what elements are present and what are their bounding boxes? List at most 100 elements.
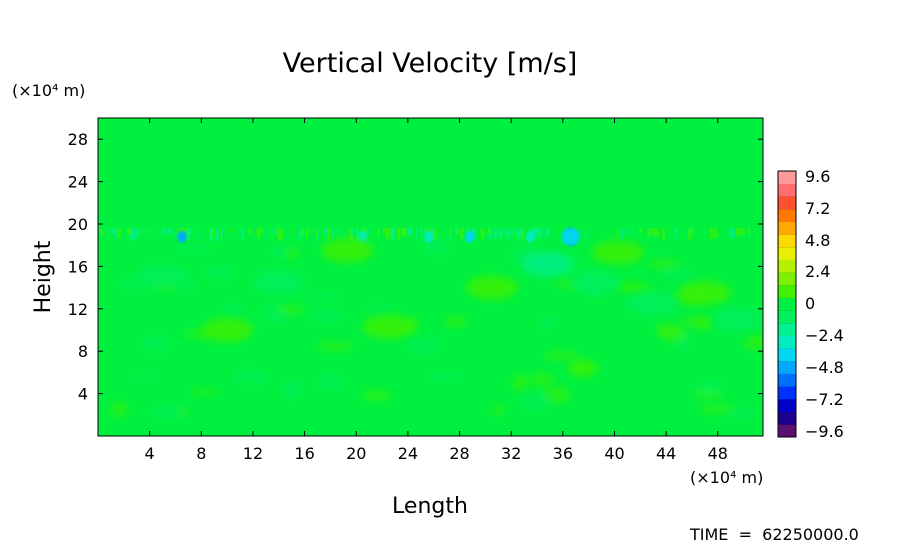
texture-blob [361, 389, 392, 401]
band-streak [736, 228, 738, 237]
x-tick-label: 24 [398, 444, 418, 463]
plot-frame [97, 117, 764, 437]
velocity-feature [526, 230, 536, 243]
colorbar-swatch [778, 247, 796, 260]
band-streak [220, 228, 222, 239]
band-streak [747, 228, 750, 234]
velocity-feature [711, 307, 763, 332]
band-streak [117, 228, 121, 239]
texture-blob [530, 372, 554, 387]
band-streak [317, 228, 319, 239]
band-streak [513, 228, 516, 235]
band-streak [182, 228, 187, 234]
band-streak [273, 228, 277, 235]
band-streak [172, 228, 175, 237]
velocity-feature [424, 230, 434, 243]
texture-blob [140, 335, 169, 352]
band-streak [144, 228, 147, 238]
band-streak [407, 228, 411, 236]
colorbar: 9.6 7.2 4.8 2.4 0 −2.4 −4.8 −7.2 −9.6 [777, 167, 844, 441]
band-streak [162, 228, 166, 235]
band-streak [241, 228, 245, 239]
velocity-feature [465, 230, 475, 243]
x-unit-label: (×10⁴ m) [690, 468, 763, 487]
band-streak [398, 228, 401, 241]
band-streak [410, 228, 413, 235]
colorbar-tick-label: 0 [805, 294, 815, 313]
plot-area [97, 117, 764, 437]
band-streak [749, 228, 751, 239]
texture-blob [661, 269, 696, 281]
texture-blob [544, 386, 571, 404]
band-streak [653, 228, 657, 238]
band-streak [262, 228, 265, 235]
velocity-feature [321, 238, 374, 263]
band-streak [275, 228, 277, 236]
band-streak [623, 228, 626, 234]
band-streak [729, 228, 732, 236]
band-streak [259, 228, 263, 235]
texture-blob [511, 374, 530, 392]
x-tick-label: 16 [294, 444, 314, 463]
x-axis-ticks: 4 8 12 16 20 24 28 32 36 40 44 48 [145, 118, 728, 463]
band-streak [316, 228, 318, 238]
band-streak [169, 228, 172, 235]
colorbar-swatch [778, 399, 796, 412]
band-streak [166, 228, 170, 234]
colorbar-swatch [778, 183, 796, 197]
colorbar-swatch [778, 335, 796, 349]
y-tick-label: 4 [78, 385, 88, 404]
texture-blob [698, 405, 738, 414]
y-axis-label: Height [31, 240, 56, 313]
texture-blob [232, 369, 270, 384]
x-tick-label: 48 [708, 444, 728, 463]
texture-blob [119, 278, 139, 292]
colorbar-swatch [778, 285, 796, 298]
band-streak [449, 228, 451, 236]
time-label: TIME = 62250000.0 [689, 525, 859, 544]
texture-blob [262, 305, 276, 315]
y-unit-label: (×10⁴ m) [12, 81, 85, 100]
texture-blob [203, 266, 236, 279]
band-streak [649, 228, 653, 235]
band-streak [688, 228, 691, 236]
y-tick-label: 20 [68, 215, 88, 234]
band-streak [692, 228, 694, 235]
band-streak [521, 228, 524, 240]
band-streak [215, 228, 219, 241]
band-streak [186, 228, 191, 240]
colorbar-swatch [778, 411, 796, 425]
texture-blob [184, 282, 198, 292]
band-streak [420, 228, 423, 238]
band-streak [487, 228, 489, 241]
y-tick-label: 8 [78, 342, 88, 361]
x-tick-label: 4 [145, 444, 155, 463]
colorbar-swatch [778, 209, 796, 222]
band-streak [305, 228, 309, 238]
band-streak [714, 228, 718, 239]
band-streak [507, 228, 510, 240]
texture-blob [109, 402, 129, 418]
texture-blob [316, 342, 354, 351]
velocity-feature [678, 280, 731, 305]
band-streak [585, 228, 587, 239]
band-streak [231, 228, 233, 234]
band-streak [620, 228, 624, 241]
colorbar-swatch [778, 221, 796, 235]
x-tick-label: 12 [243, 444, 263, 463]
band-streak [546, 228, 550, 236]
texture-blob [692, 317, 712, 331]
colorbar-tick-label: 4.8 [805, 231, 830, 250]
band-streak [662, 228, 665, 241]
band-streak [293, 228, 295, 234]
band-streak [503, 228, 506, 235]
texture-blob [489, 405, 506, 415]
colorbar-tick-label: 9.6 [805, 167, 830, 186]
band-streak [690, 228, 693, 239]
band-streak [110, 228, 114, 234]
texture-blob [538, 317, 558, 328]
band-streak [510, 228, 512, 236]
texture-blob [277, 305, 304, 315]
texture-blob [223, 304, 244, 316]
band-streak [114, 228, 118, 239]
